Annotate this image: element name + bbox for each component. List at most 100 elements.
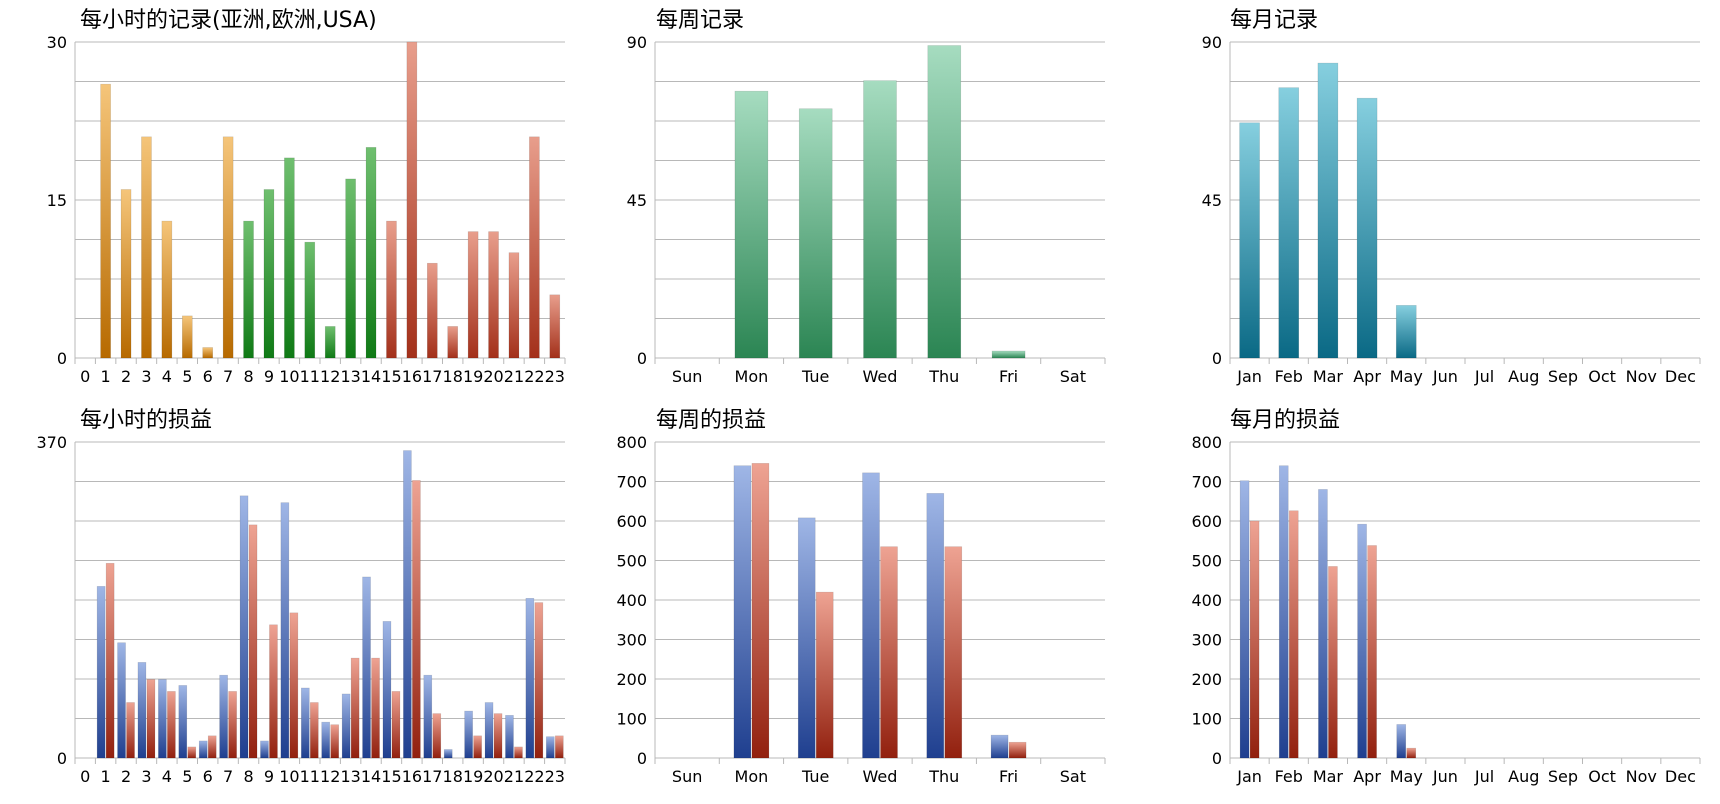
bar-series-1: [926, 493, 945, 759]
x-tick-label: 4: [162, 367, 172, 386]
bar-series-1: [341, 693, 351, 759]
x-tick-label: Thu: [928, 767, 959, 786]
x-tick-label: 10: [279, 767, 299, 786]
chart-title: 每周记录: [656, 8, 744, 33]
bar-series-1: [239, 495, 249, 759]
bar: [1395, 305, 1417, 359]
x-tick-label: 23: [545, 767, 565, 786]
y-tick-label: 100: [1191, 710, 1222, 729]
plot-5: 0 100 200 300 400 500 600 700 800 Jan Feb Mar Apr May…: [1191, 433, 1701, 786]
bar-series-2: [391, 691, 401, 759]
bar-series-1: [280, 502, 290, 759]
bar: [365, 147, 377, 359]
chart-title: 每月记录: [1230, 8, 1318, 33]
y-tick-label: 700: [616, 473, 647, 492]
x-tick-label: 21: [504, 367, 524, 386]
chart-title: 每小时的记录(亚洲,欧洲,USA): [80, 8, 377, 33]
x-tick-label: 2: [121, 367, 131, 386]
bar: [508, 252, 520, 359]
bar-series-1: [362, 576, 371, 759]
x-tick-label: Nov: [1626, 767, 1657, 786]
x-tick-label: Fri: [999, 767, 1018, 786]
x-tick-label: Feb: [1275, 367, 1303, 386]
bar: [202, 347, 214, 359]
y-tick-label: 500: [616, 552, 647, 571]
bar-series-1: [158, 679, 167, 759]
bar-series-2: [1328, 566, 1338, 759]
bar-series-2: [187, 746, 197, 759]
bar-series-1: [443, 749, 453, 759]
bar: [467, 231, 479, 359]
bar-series-1: [990, 734, 1009, 759]
x-tick-label: Sun: [672, 367, 702, 386]
x-tick-label: 19: [463, 767, 483, 786]
x-tick-label: Jun: [1432, 367, 1458, 386]
bar-series-1: [198, 740, 208, 759]
bar-series-2: [1008, 741, 1027, 759]
x-tick-label: 14: [361, 367, 381, 386]
x-tick-label: 16: [402, 767, 422, 786]
x-tick-label: 7: [223, 767, 233, 786]
bar-series-2: [371, 657, 380, 759]
x-tick-label: 10: [279, 367, 299, 386]
x-tick-label: Oct: [1588, 367, 1616, 386]
bar-series-1: [733, 465, 752, 759]
bar-series-2: [126, 702, 135, 759]
x-tick-label: 17: [422, 767, 442, 786]
bar: [1317, 62, 1339, 359]
bar-series-2: [309, 702, 319, 759]
bar: [798, 108, 833, 359]
x-tick-label: Mon: [735, 767, 769, 786]
bar: [863, 80, 897, 359]
bar-series-1: [403, 450, 412, 759]
x-tick-label: 23: [545, 367, 565, 386]
bar-series-1: [137, 662, 147, 759]
y-tick-label: 400: [1191, 591, 1222, 610]
y-tick-label: 0: [637, 749, 647, 768]
x-tick-label: 22: [524, 367, 544, 386]
chart-monthly-pnl: 每月的损益: [1230, 408, 1340, 433]
y-tick-label: 0: [1212, 749, 1222, 768]
x-tick-label: 8: [243, 767, 253, 786]
bar-series-2: [330, 724, 340, 759]
chart-weekly-records: 每周记录: [656, 8, 744, 33]
x-tick-label: Tue: [801, 367, 829, 386]
x-tick-label: 14: [361, 767, 381, 786]
bar: [529, 136, 540, 359]
x-tick-label: Dec: [1665, 367, 1696, 386]
bar-series-2: [146, 679, 156, 759]
chart-title: 每周的损益: [656, 408, 766, 433]
bar-series-2: [1288, 510, 1299, 759]
x-tick-label: 4: [162, 767, 172, 786]
bar: [222, 136, 234, 359]
bar: [243, 220, 254, 359]
y-tick-label: 370: [36, 433, 67, 452]
x-tick-label: 20: [483, 367, 503, 386]
chart-title: 每小时的损益: [80, 408, 212, 433]
x-tick-label: 5: [182, 367, 192, 386]
y-tick-label: 600: [1191, 512, 1222, 531]
x-tick-label: 7: [223, 367, 233, 386]
bar-series-1: [219, 674, 228, 759]
bar: [386, 220, 397, 359]
x-tick-label: 1: [101, 767, 111, 786]
bar-series-1: [797, 517, 816, 759]
bar-series-1: [464, 710, 473, 759]
bar-series-1: [525, 597, 535, 759]
x-tick-label: Jun: [1432, 767, 1458, 786]
x-tick-label: May: [1390, 367, 1423, 386]
bar-series-2: [350, 657, 360, 759]
x-tick-label: Apr: [1353, 367, 1381, 386]
bar-series-2: [269, 624, 278, 759]
x-tick-label: 18: [443, 367, 463, 386]
y-tick-label: 800: [616, 433, 647, 452]
bar-series-1: [117, 642, 126, 759]
bar-series-1: [423, 674, 433, 759]
bar: [1356, 97, 1378, 359]
bar: [100, 83, 111, 359]
bar: [161, 220, 173, 359]
x-tick-label: Oct: [1588, 767, 1616, 786]
bar: [345, 178, 356, 359]
